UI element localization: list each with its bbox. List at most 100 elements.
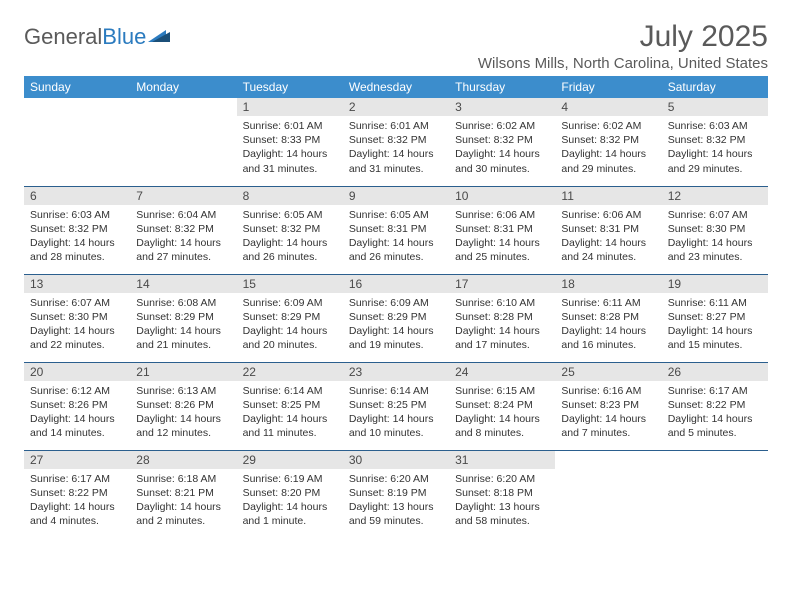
weekday-header: Thursday: [449, 76, 555, 98]
daylight-text-line2: and 17 minutes.: [455, 338, 549, 352]
calendar-day-cell: 19Sunrise: 6:11 AMSunset: 8:27 PMDayligh…: [662, 274, 768, 362]
calendar-day-cell: 8Sunrise: 6:05 AMSunset: 8:32 PMDaylight…: [237, 186, 343, 274]
day-details: Sunrise: 6:04 AMSunset: 8:32 PMDaylight:…: [130, 205, 236, 269]
day-number: 15: [237, 275, 343, 293]
daylight-text-line2: and 59 minutes.: [349, 514, 443, 528]
day-number: 7: [130, 187, 236, 205]
calendar-day-cell: 6Sunrise: 6:03 AMSunset: 8:32 PMDaylight…: [24, 186, 130, 274]
calendar-empty-cell: [130, 98, 236, 186]
calendar-day-cell: 24Sunrise: 6:15 AMSunset: 8:24 PMDayligh…: [449, 362, 555, 450]
day-details: Sunrise: 6:09 AMSunset: 8:29 PMDaylight:…: [237, 293, 343, 357]
sunrise-text: Sunrise: 6:08 AM: [136, 296, 230, 310]
calendar-day-cell: 2Sunrise: 6:01 AMSunset: 8:32 PMDaylight…: [343, 98, 449, 186]
daylight-text-line2: and 26 minutes.: [349, 250, 443, 264]
daylight-text-line1: Daylight: 14 hours: [561, 412, 655, 426]
day-number: 11: [555, 187, 661, 205]
sunset-text: Sunset: 8:18 PM: [455, 486, 549, 500]
daylight-text-line2: and 4 minutes.: [30, 514, 124, 528]
calendar-day-cell: 26Sunrise: 6:17 AMSunset: 8:22 PMDayligh…: [662, 362, 768, 450]
sunset-text: Sunset: 8:23 PM: [561, 398, 655, 412]
sunrise-text: Sunrise: 6:14 AM: [349, 384, 443, 398]
sunrise-text: Sunrise: 6:03 AM: [30, 208, 124, 222]
sunset-text: Sunset: 8:31 PM: [349, 222, 443, 236]
day-number: 26: [662, 363, 768, 381]
day-number: 24: [449, 363, 555, 381]
daylight-text-line1: Daylight: 14 hours: [243, 412, 337, 426]
day-number: 16: [343, 275, 449, 293]
day-number: 6: [24, 187, 130, 205]
sunrise-text: Sunrise: 6:01 AM: [349, 119, 443, 133]
sunrise-text: Sunrise: 6:16 AM: [561, 384, 655, 398]
sunrise-text: Sunrise: 6:05 AM: [349, 208, 443, 222]
sunrise-text: Sunrise: 6:09 AM: [349, 296, 443, 310]
day-details: Sunrise: 6:03 AMSunset: 8:32 PMDaylight:…: [662, 116, 768, 180]
sunset-text: Sunset: 8:24 PM: [455, 398, 549, 412]
calendar-day-cell: 16Sunrise: 6:09 AMSunset: 8:29 PMDayligh…: [343, 274, 449, 362]
calendar-day-cell: 23Sunrise: 6:14 AMSunset: 8:25 PMDayligh…: [343, 362, 449, 450]
day-details: Sunrise: 6:17 AMSunset: 8:22 PMDaylight:…: [24, 469, 130, 533]
sunset-text: Sunset: 8:25 PM: [243, 398, 337, 412]
sunset-text: Sunset: 8:29 PM: [243, 310, 337, 324]
day-number: 17: [449, 275, 555, 293]
daylight-text-line1: Daylight: 13 hours: [455, 500, 549, 514]
sunset-text: Sunset: 8:28 PM: [561, 310, 655, 324]
daylight-text-line2: and 31 minutes.: [243, 162, 337, 176]
day-details: Sunrise: 6:03 AMSunset: 8:32 PMDaylight:…: [24, 205, 130, 269]
day-details: Sunrise: 6:19 AMSunset: 8:20 PMDaylight:…: [237, 469, 343, 533]
calendar-day-cell: 20Sunrise: 6:12 AMSunset: 8:26 PMDayligh…: [24, 362, 130, 450]
daylight-text-line2: and 58 minutes.: [455, 514, 549, 528]
calendar-empty-cell: [555, 450, 661, 538]
weekday-header-row: Sunday Monday Tuesday Wednesday Thursday…: [24, 76, 768, 98]
daylight-text-line2: and 12 minutes.: [136, 426, 230, 440]
daylight-text-line1: Daylight: 14 hours: [243, 236, 337, 250]
daylight-text-line1: Daylight: 14 hours: [668, 236, 762, 250]
daylight-text-line1: Daylight: 14 hours: [455, 147, 549, 161]
day-details: Sunrise: 6:05 AMSunset: 8:31 PMDaylight:…: [343, 205, 449, 269]
calendar-week-row: 13Sunrise: 6:07 AMSunset: 8:30 PMDayligh…: [24, 274, 768, 362]
weekday-header: Sunday: [24, 76, 130, 98]
daylight-text-line2: and 30 minutes.: [455, 162, 549, 176]
day-number: 4: [555, 98, 661, 116]
daylight-text-line1: Daylight: 14 hours: [668, 412, 762, 426]
calendar-day-cell: 7Sunrise: 6:04 AMSunset: 8:32 PMDaylight…: [130, 186, 236, 274]
daylight-text-line1: Daylight: 14 hours: [30, 412, 124, 426]
sunrise-text: Sunrise: 6:10 AM: [455, 296, 549, 310]
day-number: 12: [662, 187, 768, 205]
sunset-text: Sunset: 8:26 PM: [30, 398, 124, 412]
day-number: 27: [24, 451, 130, 469]
calendar-day-cell: 9Sunrise: 6:05 AMSunset: 8:31 PMDaylight…: [343, 186, 449, 274]
calendar-day-cell: 11Sunrise: 6:06 AMSunset: 8:31 PMDayligh…: [555, 186, 661, 274]
sunrise-text: Sunrise: 6:05 AM: [243, 208, 337, 222]
daylight-text-line1: Daylight: 14 hours: [455, 324, 549, 338]
sunset-text: Sunset: 8:19 PM: [349, 486, 443, 500]
page-header: GeneralBlue July 2025 Wilsons Mills, Nor…: [24, 20, 768, 72]
sunrise-text: Sunrise: 6:12 AM: [30, 384, 124, 398]
weekday-header: Monday: [130, 76, 236, 98]
logo: GeneralBlue: [24, 20, 170, 50]
sunset-text: Sunset: 8:22 PM: [30, 486, 124, 500]
day-number: 28: [130, 451, 236, 469]
day-number: 18: [555, 275, 661, 293]
sunset-text: Sunset: 8:31 PM: [561, 222, 655, 236]
sunrise-text: Sunrise: 6:06 AM: [455, 208, 549, 222]
daylight-text-line1: Daylight: 14 hours: [30, 236, 124, 250]
daylight-text-line2: and 25 minutes.: [455, 250, 549, 264]
weekday-header: Saturday: [662, 76, 768, 98]
calendar-week-row: 1Sunrise: 6:01 AMSunset: 8:33 PMDaylight…: [24, 98, 768, 186]
day-number: 14: [130, 275, 236, 293]
daylight-text-line1: Daylight: 14 hours: [136, 236, 230, 250]
daylight-text-line1: Daylight: 14 hours: [561, 147, 655, 161]
daylight-text-line1: Daylight: 14 hours: [136, 500, 230, 514]
daylight-text-line2: and 20 minutes.: [243, 338, 337, 352]
day-details: Sunrise: 6:20 AMSunset: 8:19 PMDaylight:…: [343, 469, 449, 533]
daylight-text-line1: Daylight: 14 hours: [561, 236, 655, 250]
location-text: Wilsons Mills, North Carolina, United St…: [478, 55, 768, 72]
sunset-text: Sunset: 8:33 PM: [243, 133, 337, 147]
day-number: 22: [237, 363, 343, 381]
sunset-text: Sunset: 8:27 PM: [668, 310, 762, 324]
daylight-text-line2: and 7 minutes.: [561, 426, 655, 440]
sunset-text: Sunset: 8:32 PM: [561, 133, 655, 147]
logo-flag-icon: [148, 24, 170, 50]
calendar-week-row: 6Sunrise: 6:03 AMSunset: 8:32 PMDaylight…: [24, 186, 768, 274]
sunrise-text: Sunrise: 6:03 AM: [668, 119, 762, 133]
